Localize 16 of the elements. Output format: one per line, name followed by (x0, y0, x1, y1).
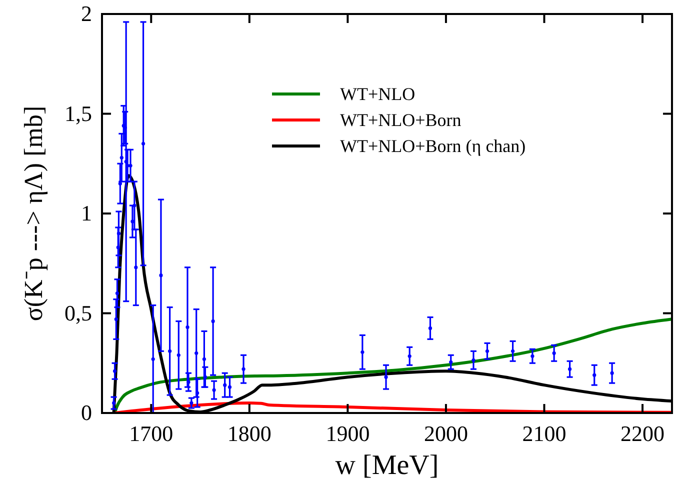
y-tick-label: 0,5 (64, 300, 92, 326)
y-tick-label: 2 (81, 1, 92, 26)
x-tick-label: 1700 (129, 421, 174, 446)
x-axis-title: w [MeV] (335, 450, 439, 481)
y-tick-label: 1,5 (64, 100, 92, 126)
legend-label: WT+NLO+Born (340, 110, 462, 130)
legend-label: WT+NLO+Born (η chan) (340, 136, 526, 156)
x-tick-label: 1800 (227, 421, 272, 446)
x-tick-label: 2100 (522, 421, 566, 446)
x-tick-label: 2000 (424, 421, 468, 446)
y-tick-label: 0 (81, 400, 92, 425)
legend-label: WT+NLO (340, 84, 416, 104)
y-tick-label: 1 (81, 200, 92, 226)
y-axis-title: σ(K⁻p ---> ηΛ) [mb] (19, 106, 48, 322)
x-tick-label: 2200 (620, 421, 665, 446)
x-tick-label: 1900 (326, 421, 370, 446)
